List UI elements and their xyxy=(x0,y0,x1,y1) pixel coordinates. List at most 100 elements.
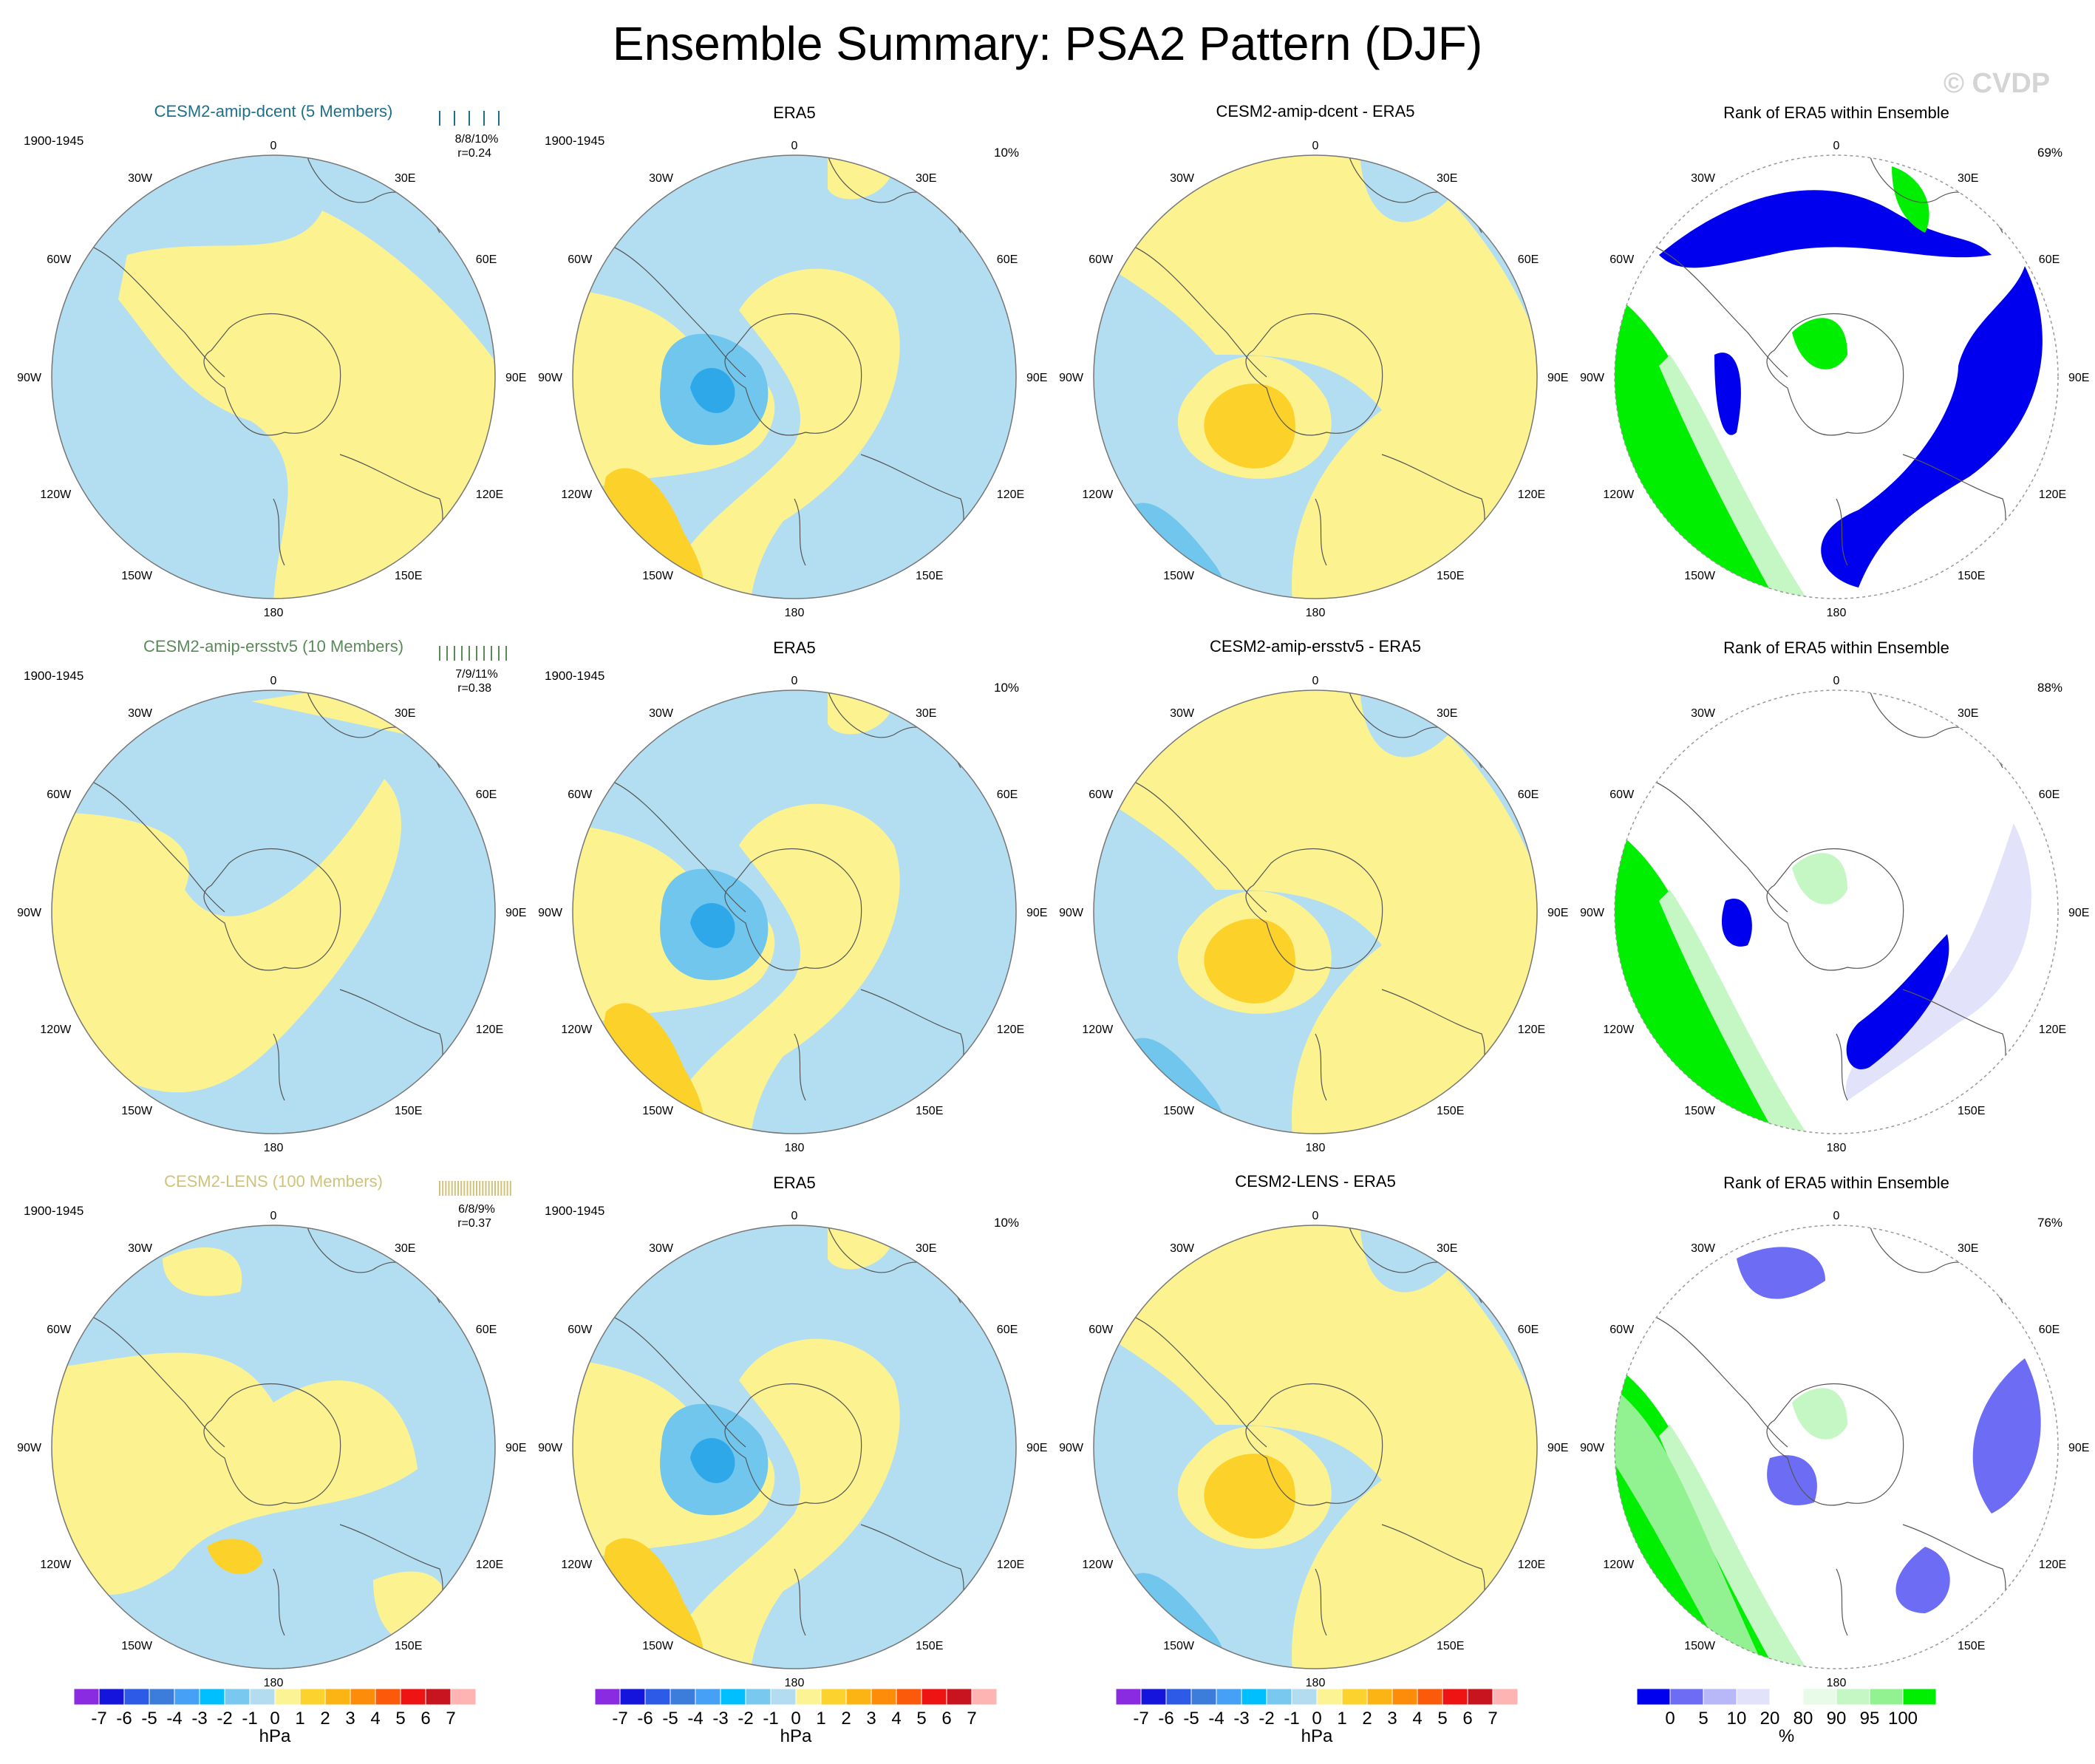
longitude-label: 30E xyxy=(1437,707,1457,720)
longitude-label: 120W xyxy=(1082,488,1114,501)
longitude-label: 150W xyxy=(1163,1105,1195,1117)
antarctica-coastline xyxy=(1766,1383,1904,1506)
colorbar-swatch xyxy=(1492,1688,1519,1706)
longitude-label: 30W xyxy=(1691,1242,1716,1255)
longitude-label: 60W xyxy=(1609,789,1635,801)
colorbar-swatch xyxy=(720,1688,746,1706)
longitude-label: 120E xyxy=(2039,1024,2066,1036)
longitude-label: 0 xyxy=(270,675,277,687)
positive-anomaly-fill xyxy=(52,1247,447,1643)
longitude-label: 120E xyxy=(2039,1559,2066,1571)
colorbar-tick-label: 80 xyxy=(1793,1709,1813,1729)
longitude-label: 30E xyxy=(395,707,415,720)
longitude-label: 60W xyxy=(1609,1324,1635,1336)
longitude-label: 90W xyxy=(538,372,563,384)
colorbar-tick-label: -1 xyxy=(763,1709,778,1729)
colorbar-tick-label: 0 xyxy=(1665,1709,1675,1729)
colorbar-swatch xyxy=(149,1688,175,1706)
colorbar-swatch xyxy=(199,1688,225,1706)
longitude-label: 30W xyxy=(128,172,153,185)
longitude-label: 30E xyxy=(916,172,936,185)
longitude-label: 180 xyxy=(264,1677,284,1689)
colorbar-tick-label: 6 xyxy=(420,1709,430,1729)
colorbar-tick-label: 10 xyxy=(1727,1709,1747,1729)
rank-low-region xyxy=(1821,266,2043,588)
pattern-correlation: r=0.37 xyxy=(457,1217,491,1230)
longitude-label: 90E xyxy=(2068,907,2089,919)
longitude-label: 120E xyxy=(997,488,1024,501)
colorbar-swatch xyxy=(795,1688,822,1706)
new-zealand-coastline xyxy=(1315,1568,1327,1636)
longitude-label: 120W xyxy=(1603,488,1635,501)
rank-low-region xyxy=(1737,1247,1825,1299)
colorbar-swatch xyxy=(946,1688,972,1706)
period-label: 1900-1945 xyxy=(545,1204,604,1218)
colorbar-swatch xyxy=(98,1688,125,1706)
colorbar-swatch xyxy=(619,1688,646,1706)
positive-anomaly-fill xyxy=(1094,155,1537,599)
colorbar-tick-label: -2 xyxy=(217,1709,232,1729)
colorbar-tick-label: 5 xyxy=(1698,1709,1708,1729)
south-america-coastline xyxy=(1126,243,1267,378)
longitude-label: 90W xyxy=(538,1442,563,1454)
colorbar-tick-label: 2 xyxy=(320,1709,330,1729)
south-america-coastline xyxy=(1126,778,1267,913)
longitude-label: 60W xyxy=(568,1324,593,1336)
pattern-correlation: r=0.24 xyxy=(457,147,491,160)
member-spread-ticks xyxy=(439,646,507,661)
rank-low-region xyxy=(1714,353,1741,435)
south-america-coastline xyxy=(84,778,225,913)
colorbar-swatch xyxy=(820,1688,847,1706)
colorbar-tick-label: -1 xyxy=(242,1709,257,1729)
longitude-label: 90E xyxy=(1547,907,1568,919)
positive-anomaly-fill xyxy=(1094,1225,1537,1669)
rank-low-region xyxy=(1895,1547,1950,1613)
new-zealand-coastline xyxy=(273,1033,285,1101)
colorbar-tick-label: 2 xyxy=(1362,1709,1372,1729)
new-zealand-coastline xyxy=(1315,498,1327,566)
longitude-label: 60E xyxy=(997,253,1018,266)
longitude-label: 180 xyxy=(1306,607,1326,619)
longitude-label: 30W xyxy=(1170,172,1195,185)
longitude-label: 120W xyxy=(40,1559,72,1571)
panel-era5-pattern: ERA5 1900-1945 10% 0 180 90W 90E 30W 60W 30E 60E 12… xyxy=(538,638,1047,1154)
panel-rank: Rank of ERA5 within Ensemble 69% 0 180 90W 90… xyxy=(1580,103,2089,619)
colorbar-swatch xyxy=(324,1688,351,1706)
colorbar-tick-label: -3 xyxy=(191,1709,207,1729)
map-fill xyxy=(573,155,1016,599)
colorbar-tick-label: 0 xyxy=(791,1709,800,1729)
longitude-label: 180 xyxy=(1306,1142,1326,1154)
colorbar-tick-label: 95 xyxy=(1860,1709,1880,1729)
antarctica-coastline xyxy=(203,313,341,436)
difference-title: CESM2-amip-dcent - ERA5 xyxy=(1216,102,1415,120)
longitude-label: 60W xyxy=(1089,789,1114,801)
south-america-coastline xyxy=(605,778,746,913)
panel-model-pattern: CESM2-amip-ersstv5 (10 Members) 1900-1945… xyxy=(17,637,526,1154)
ensemble-stats: 6/8/9% xyxy=(458,1203,495,1216)
longitude-label: 150E xyxy=(395,1105,422,1117)
map-fill xyxy=(573,690,1016,1134)
longitude-label: 120W xyxy=(40,488,72,501)
longitude-label: 90E xyxy=(1026,372,1047,384)
longitude-label: 90E xyxy=(505,1442,526,1454)
map-fill xyxy=(52,1225,495,1669)
longitude-label: 0 xyxy=(1833,140,1840,152)
longitude-label: 150W xyxy=(1684,1640,1716,1652)
map-fill xyxy=(1094,1225,1537,1669)
antarctica-coastline xyxy=(1245,313,1383,436)
antarctica-coastline xyxy=(203,848,341,971)
longitude-label: 150W xyxy=(1163,1640,1195,1652)
map-boundary xyxy=(572,689,1017,1134)
colorbar-swatch xyxy=(644,1688,671,1706)
positive-anomaly-fill xyxy=(573,690,900,1134)
colorbar-tick-label: -6 xyxy=(637,1709,653,1729)
longitude-label: 0 xyxy=(1833,1210,1840,1222)
longitude-label: 120E xyxy=(476,1024,503,1036)
longitude-label: 30W xyxy=(649,707,674,720)
longitude-label: 150W xyxy=(1684,1105,1716,1117)
longitude-label: 0 xyxy=(1312,140,1319,152)
colorbar-swatch xyxy=(425,1688,452,1706)
colorbar-swatch xyxy=(299,1688,326,1706)
longitude-label: 90E xyxy=(1026,907,1047,919)
